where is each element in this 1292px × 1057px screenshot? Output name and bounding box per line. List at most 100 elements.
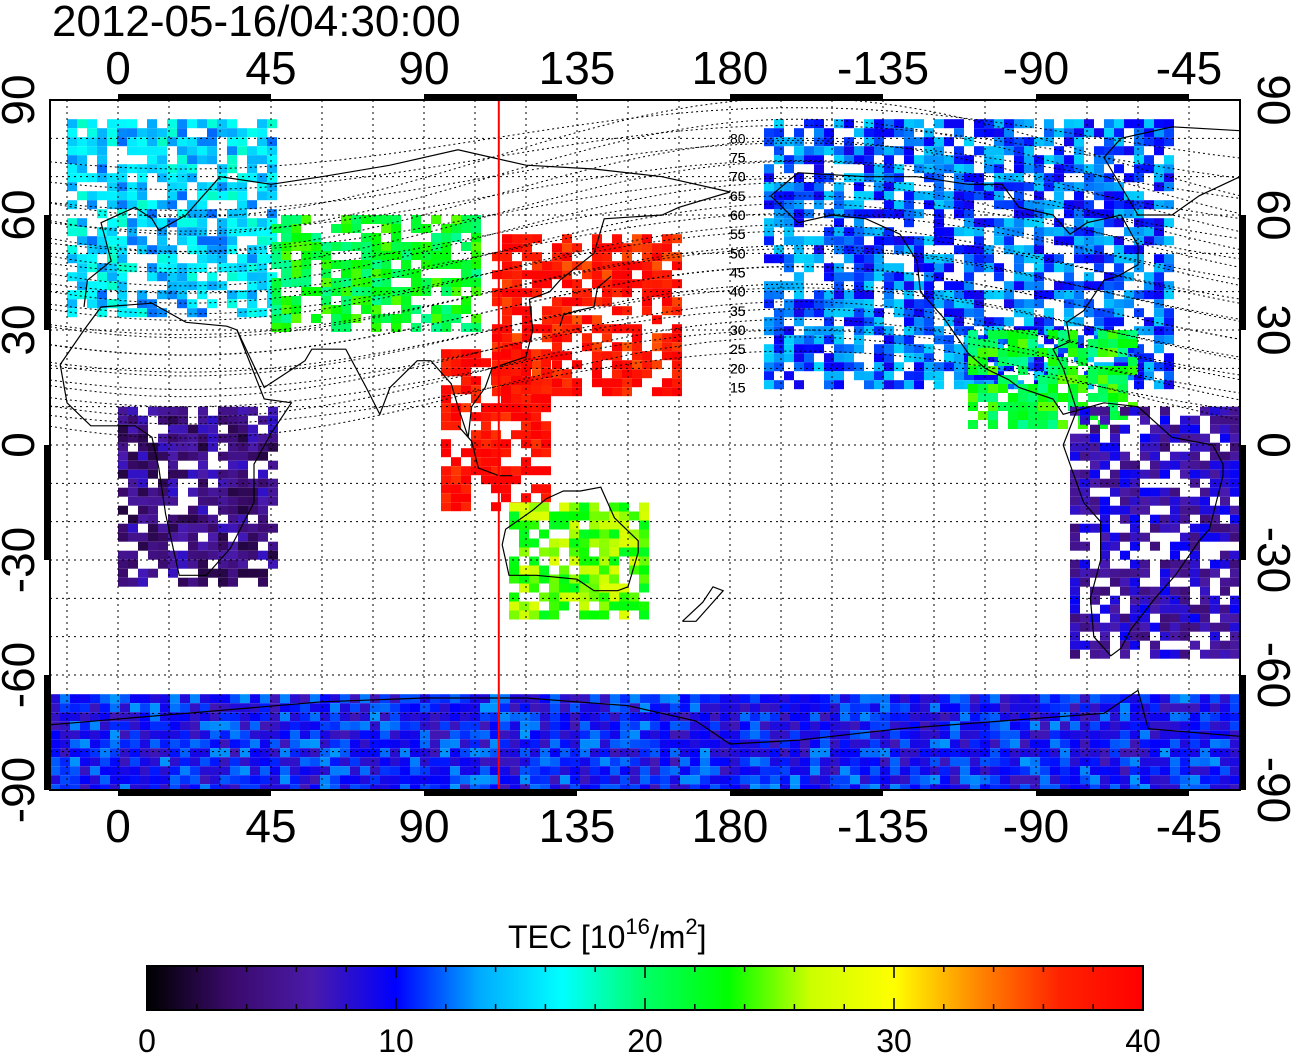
tec-cell (107, 281, 117, 291)
tec-cell (67, 119, 77, 129)
tec-cell (430, 703, 440, 713)
tec-cell (860, 703, 870, 713)
tec-cell (1004, 128, 1014, 138)
tec-cell (509, 502, 519, 512)
tec-cell (850, 757, 860, 767)
tec-cell (431, 323, 441, 332)
tec-cell (1134, 218, 1144, 228)
tec-cell (570, 730, 580, 740)
tec-cell (1210, 451, 1220, 461)
tec-cell (592, 279, 602, 289)
tec-cell (521, 430, 531, 440)
frame-bar-bottom (1036, 790, 1189, 796)
tec-cell (1170, 505, 1180, 515)
tec-cell (529, 601, 539, 611)
tec-cell (148, 460, 158, 470)
tec-cell (1128, 357, 1138, 366)
tec-cell (680, 757, 690, 767)
tec-cell (569, 547, 579, 557)
tec-cell (1180, 712, 1190, 722)
tec-cell (874, 227, 884, 237)
tec-cell (579, 565, 589, 575)
tec-cell (80, 784, 90, 790)
tec-cell (924, 128, 934, 138)
tec-cell (639, 547, 649, 557)
tec-cell (1014, 173, 1024, 183)
tec-cell (461, 305, 471, 314)
tec-cell (920, 784, 930, 790)
tec-cell (874, 371, 884, 381)
tec-cell (1070, 451, 1080, 461)
tec-cell (200, 712, 210, 722)
tec-cell (1200, 523, 1210, 533)
tec-cell (1134, 254, 1144, 264)
tec-cell (1100, 703, 1110, 713)
tec-cell (1160, 766, 1170, 776)
tec-cell (804, 344, 814, 354)
tec-cell (950, 703, 960, 713)
tec-cell (1170, 550, 1180, 560)
tec-cell (1180, 784, 1190, 790)
tec-cell (602, 378, 612, 388)
tec-cell (1074, 335, 1084, 345)
tec-cell (814, 335, 824, 345)
tec-cell (960, 703, 970, 713)
tec-cell (552, 324, 562, 334)
tec-cell (720, 721, 730, 731)
tec-cell (501, 448, 511, 458)
tec-cell (874, 326, 884, 336)
tec-cell (784, 371, 794, 381)
tec-cell (1094, 236, 1104, 246)
tec-cell (1070, 568, 1080, 578)
tec-cell (1098, 339, 1108, 348)
tec-cell (301, 287, 311, 296)
tec-cell (1014, 299, 1024, 309)
tec-cell (80, 712, 90, 722)
tec-cell (258, 523, 268, 533)
tec-cell (218, 451, 228, 461)
tec-cell (177, 218, 187, 228)
tec-cell (549, 511, 559, 521)
tec-cell (1134, 209, 1144, 219)
tec-cell (471, 412, 481, 422)
tec-cell (160, 748, 170, 758)
tec-cell (100, 739, 110, 749)
tec-cell (774, 137, 784, 147)
tec-cell (228, 505, 238, 515)
tec-cell (1118, 366, 1128, 375)
tec-cell (80, 694, 90, 704)
tec-cell (854, 227, 864, 237)
tec-cell (990, 712, 1000, 722)
magnetic-contour-label: 45 (730, 265, 746, 281)
tec-cell (238, 487, 248, 497)
tec-cell (210, 784, 220, 790)
tec-cell (770, 748, 780, 758)
tec-cell (1098, 393, 1108, 402)
tec-cell (170, 775, 180, 785)
tec-cell (680, 784, 690, 790)
tec-cell (884, 209, 894, 219)
tec-cell (238, 442, 248, 452)
tec-cell (760, 739, 770, 749)
tec-cell (964, 137, 974, 147)
tec-cell (260, 703, 270, 713)
tec-cell (770, 757, 780, 767)
tec-cell (834, 236, 844, 246)
tec-cell (1080, 694, 1090, 704)
tec-cell (461, 323, 471, 332)
tec-cell (107, 263, 117, 273)
tec-cell (1070, 523, 1080, 533)
tec-cell (1220, 622, 1230, 632)
tec-cell (177, 209, 187, 219)
magnetic-contour-label: 80 (730, 130, 746, 146)
tec-cell (794, 272, 804, 282)
tec-cell (824, 353, 834, 363)
tec-cell (1070, 622, 1080, 632)
tec-cell (602, 324, 612, 334)
tec-cell (187, 245, 197, 255)
tec-cell (700, 766, 710, 776)
tec-cell (884, 281, 894, 291)
tec-cell (60, 694, 70, 704)
tec-cell (110, 757, 120, 767)
tec-cell (197, 191, 207, 201)
